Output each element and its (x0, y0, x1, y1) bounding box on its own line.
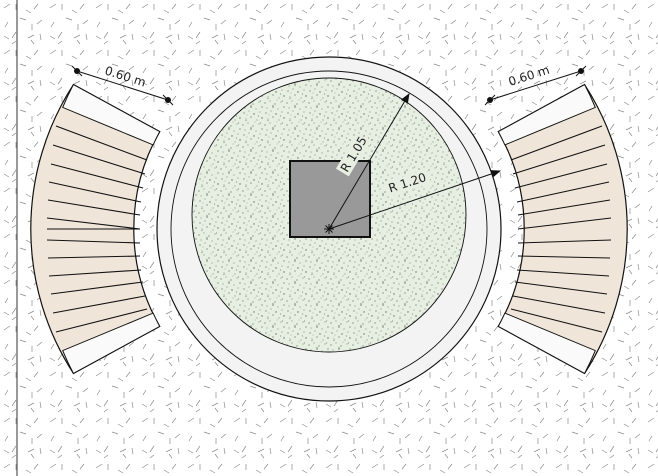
right-bench-outline (497, 83, 628, 375)
left-bench (30, 83, 161, 375)
ring-inner-edge (170, 70, 488, 388)
dimension-dot-icon (162, 94, 174, 106)
dimension-dot-icon (71, 65, 83, 77)
label-bg-outer-radius (384, 169, 432, 198)
dimension-dot-icon (484, 94, 496, 106)
left-width-dimension-line (76, 70, 169, 101)
dimension-dot-icon (575, 65, 587, 77)
left-bench-end-top (62, 83, 161, 146)
left-bench-end-bottom (62, 312, 161, 375)
right-bench-end-bottom (497, 312, 596, 375)
right-bench-end-top (497, 83, 596, 146)
right-bench (497, 83, 628, 375)
asterisk-center-icon (324, 224, 334, 234)
center-column (289, 160, 371, 238)
right-width-dimension-line (489, 70, 582, 101)
label-bg-inner-radius (335, 134, 370, 177)
radius-line-inner (328, 93, 410, 230)
radius-line-outer (328, 170, 501, 230)
